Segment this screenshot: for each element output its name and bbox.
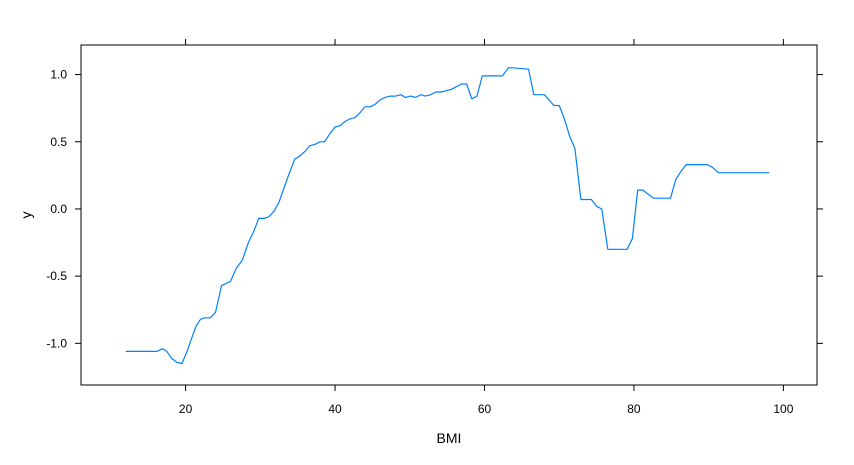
x-tick-label: 80: [627, 402, 641, 416]
tick-marks: [75, 39, 823, 391]
x-tick-label: 40: [328, 402, 342, 416]
x-tick-label: 20: [179, 402, 193, 416]
y-tick-label: 1.0: [50, 68, 67, 82]
y-tick-label: 0.5: [50, 135, 67, 149]
y-axis-title: y: [18, 212, 34, 219]
plot-frame: [80, 44, 818, 386]
y-tick-label: -0.5: [46, 269, 67, 283]
x-tick-label: 60: [478, 402, 492, 416]
y-tick-label: 0.0: [50, 202, 67, 216]
tick-labels: 20 40 60 80 100 -1.0 -0.5 0.0 0.5 1.0: [46, 68, 793, 416]
y-tick-label: -1.0: [46, 336, 67, 350]
data-line: [125, 67, 770, 365]
x-tick-label: 100: [773, 402, 793, 416]
x-axis-title: BMI: [437, 430, 462, 446]
